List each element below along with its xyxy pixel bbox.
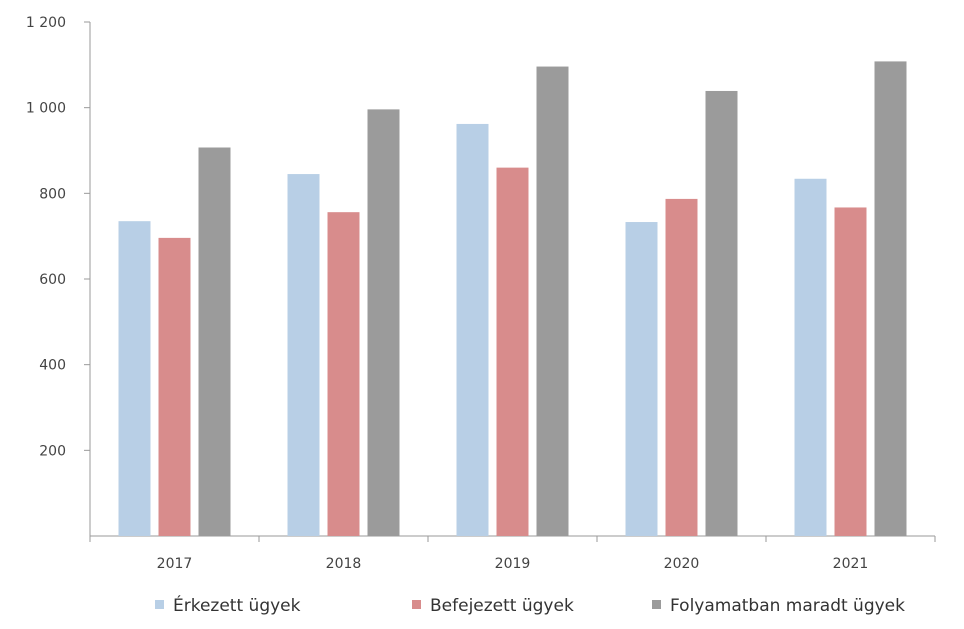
legend-label: Folyamatban maradt ügyek [670,596,905,616]
bars [118,61,907,537]
y-tick-label: 600 [39,272,66,288]
bar-2-2021 [834,207,867,537]
y-tick-label: 200 [39,443,66,459]
y-axis: 200 400 600 800 1 000 1 200 [26,15,91,536]
x-tick-label: 2020 [664,556,700,572]
bar-1-2018 [287,174,320,536]
legend-swatch [412,600,421,609]
x-axis: 2017 2018 2019 2020 2021 [89,535,936,572]
legend: Érkezett ügyek Befejezett ügyek Folyamatba… [155,594,905,616]
bar-2-2018 [327,212,360,536]
bar-3-2017 [198,147,231,537]
y-tick-label: 400 [39,358,66,374]
y-tick-label: 1 000 [26,101,66,117]
bar-1-2020 [625,222,658,536]
legend-swatch [155,600,164,609]
bar-3-2020 [705,90,738,536]
x-tick-label: 2017 [157,556,193,572]
bar-2-2019 [496,167,529,536]
bar-3-2021 [874,61,907,536]
legend-label: Érkezett ügyek [173,594,301,616]
x-tick-label: 2019 [495,556,531,572]
legend-swatch [652,600,661,609]
y-tick-label: 800 [39,186,66,202]
bar-2-2020 [665,198,698,536]
bar-2-2017 [158,237,191,536]
bar-1-2019 [456,123,489,537]
bar-3-2018 [367,109,400,536]
legend-label: Befejezett ügyek [430,596,574,616]
x-tick-label: 2018 [326,556,362,572]
bar-1-2021 [794,178,827,536]
bar-1-2017 [118,221,151,537]
bar-3-2019 [536,66,569,537]
y-tick-label: 1 200 [26,15,66,31]
x-tick-label: 2021 [833,556,869,572]
